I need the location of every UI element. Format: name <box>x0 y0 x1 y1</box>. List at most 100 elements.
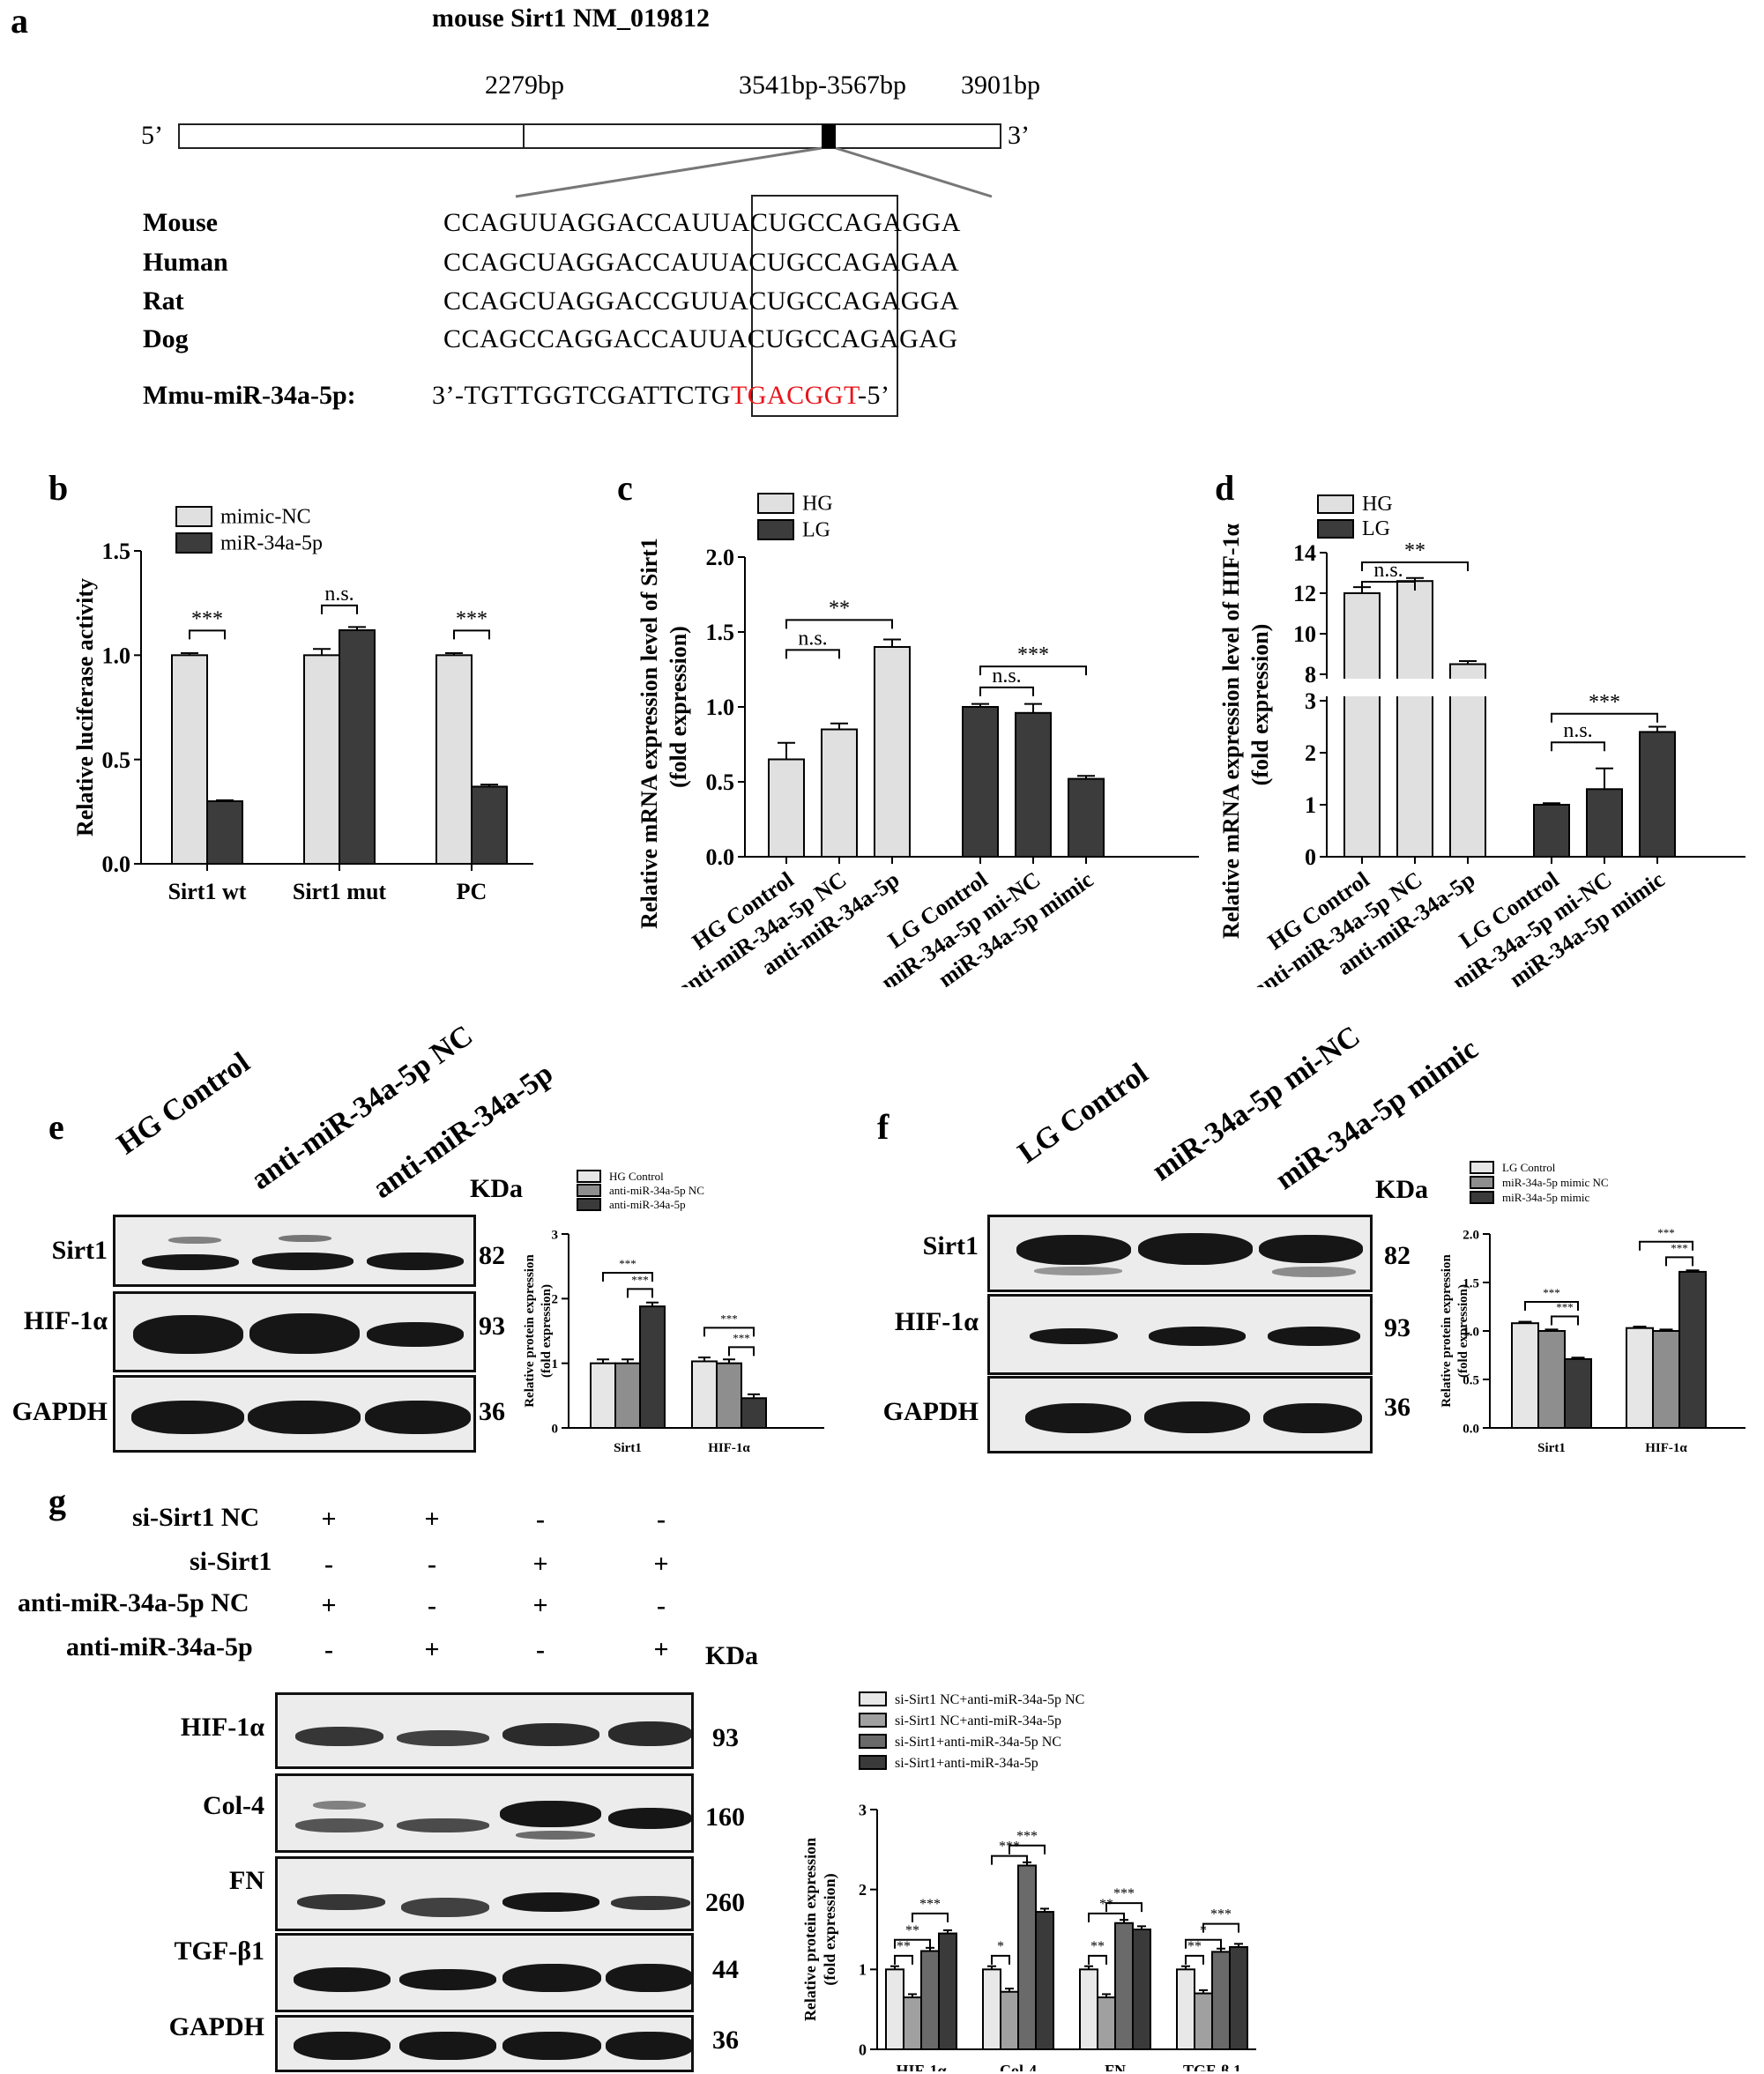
legend-label: HG <box>802 493 833 516</box>
blot-sirt1 <box>113 1215 476 1287</box>
legend-swatch <box>859 1755 887 1770</box>
legend-swatch <box>1470 1161 1494 1174</box>
significance-bracket <box>1361 581 1416 591</box>
significance-label: ** <box>1187 1939 1202 1954</box>
bar <box>303 654 340 865</box>
significance-bracket <box>1009 1844 1046 1855</box>
lane-label: LG Control <box>1012 1057 1154 1171</box>
kda-value: 44 <box>712 1955 739 1984</box>
y-tick-label: 2 <box>552 1293 559 1307</box>
significance-label: *** <box>456 607 488 630</box>
bar <box>938 1932 957 2050</box>
significance-bracket <box>1665 1256 1693 1267</box>
condition-label: si-Sirt1 NC <box>132 1503 260 1532</box>
x-tick-label: FN <box>1105 2062 1126 2071</box>
significance-bracket <box>894 1954 913 1965</box>
bar <box>614 1362 641 1430</box>
sign: + <box>424 1505 440 1534</box>
legend-label: si-Sirt1 NC+anti-miR-34a-5p <box>895 1713 1061 1728</box>
y-tick-label: 0 <box>552 1422 559 1436</box>
y-tick-label: 0 <box>1305 844 1316 870</box>
chart-g: 0 1 2 3 Relative protein expression (fold exp… <box>801 1691 1256 2071</box>
mirna-prefix: 3’-TGTTGGTCGATTCTG <box>432 381 731 410</box>
y-tick-label: 10 <box>1293 621 1316 647</box>
bar <box>1533 804 1570 858</box>
legend-label: HG Control <box>609 1170 664 1183</box>
bar <box>1343 592 1381 858</box>
significance-label: *** <box>1113 1886 1135 1901</box>
significance-label: *** <box>1210 1907 1232 1922</box>
bar <box>1626 1327 1654 1429</box>
sign: - <box>428 1550 436 1579</box>
legend-swatch <box>175 506 212 527</box>
significance-bracket <box>1088 1954 1107 1965</box>
species-sequence: CCAGUUAGGACCAUUACUGCCAGAGGA <box>443 208 961 237</box>
blot-row-label: HIF-1α <box>180 1713 264 1742</box>
significance-bracket <box>785 619 893 629</box>
y-axis-label: (fold expression) <box>1247 624 1273 786</box>
significance-bracket <box>1551 1315 1579 1326</box>
bar <box>1229 1945 1248 2050</box>
blot-row-label: GAPDH <box>882 1397 979 1426</box>
bar <box>768 758 805 858</box>
y-tick-label: 2.0 <box>1463 1228 1479 1242</box>
bar <box>874 646 911 858</box>
blot-row-label: HIF-1α <box>23 1306 108 1335</box>
significance-label: *** <box>919 1897 941 1912</box>
legend-label: HG <box>1362 493 1393 516</box>
sign: - <box>324 1550 333 1579</box>
significance-label: ** <box>1090 1939 1105 1954</box>
kda-value: 93 <box>712 1723 739 1752</box>
legend-label: si-Sirt1 NC+anti-miR-34a-5p NC <box>895 1692 1084 1707</box>
kda-value: 93 <box>479 1312 505 1341</box>
significance-label: *** <box>1016 1829 1038 1844</box>
lane-label: anti-miR-34a-5p NC <box>245 1019 480 1197</box>
bar <box>435 654 473 865</box>
bar <box>1079 1968 1098 2051</box>
legend-swatch <box>1470 1191 1494 1204</box>
bar <box>741 1397 767 1429</box>
significance-label: n.s. <box>992 665 1021 688</box>
significance-label: *** <box>619 1257 636 1270</box>
bar <box>1017 1864 1037 2050</box>
legend-label: LG <box>802 519 830 542</box>
bar <box>1537 1330 1566 1429</box>
significance-label: n.s. <box>1563 719 1592 742</box>
significance-label: *** <box>720 1312 738 1325</box>
bar <box>206 800 243 865</box>
panel-c-label: c <box>617 468 633 508</box>
significance-label: *** <box>733 1331 750 1344</box>
significance-bracket <box>785 649 840 659</box>
bar <box>1176 1968 1195 2051</box>
blot-gapdh-f <box>987 1376 1373 1453</box>
significance-label: *** <box>1657 1226 1675 1239</box>
blot-row-label: TGF-β1 <box>174 1936 264 1966</box>
significance-label: n.s. <box>798 627 827 650</box>
bar <box>471 785 508 865</box>
condition-label: si-Sirt1 <box>190 1547 272 1576</box>
y-tick-label: 1.0 <box>1463 1325 1479 1339</box>
condition-label: anti-miR-34a-5p NC <box>18 1588 249 1617</box>
y-tick-label: 1.0 <box>706 695 735 720</box>
significance-bracket <box>1185 1938 1222 1949</box>
bar <box>1396 580 1433 858</box>
blot-row-label: Col-4 <box>203 1791 264 1820</box>
bar <box>590 1362 616 1430</box>
significance-bracket <box>1105 1902 1143 1913</box>
significance-label: *** <box>1543 1286 1560 1299</box>
legend-label: mimic-NC <box>220 506 311 529</box>
legend-label: si-Sirt1+anti-miR-34a-5p NC <box>895 1735 1061 1750</box>
kda-header: KDa <box>705 1641 758 1670</box>
y-tick-label: 2 <box>1305 740 1316 766</box>
blot-tgfb1-g <box>275 1933 694 2012</box>
significance-label: *** <box>1671 1241 1688 1254</box>
legend-swatch <box>1317 519 1354 539</box>
chart-c: 0.0 0.5 1.0 1.5 2.0 Relative mRNA expression … <box>636 493 1199 987</box>
y-axis-label: Relative protein expression <box>523 1254 537 1408</box>
significance-bracket <box>912 1912 949 1922</box>
legend-swatch <box>577 1198 601 1211</box>
legend-label: anti-miR-34a-5p NC <box>609 1184 704 1197</box>
bar <box>920 1950 940 2051</box>
condition-label: anti-miR-34a-5p <box>66 1632 253 1661</box>
y-axis-label: Relative luciferase activity <box>72 578 98 836</box>
